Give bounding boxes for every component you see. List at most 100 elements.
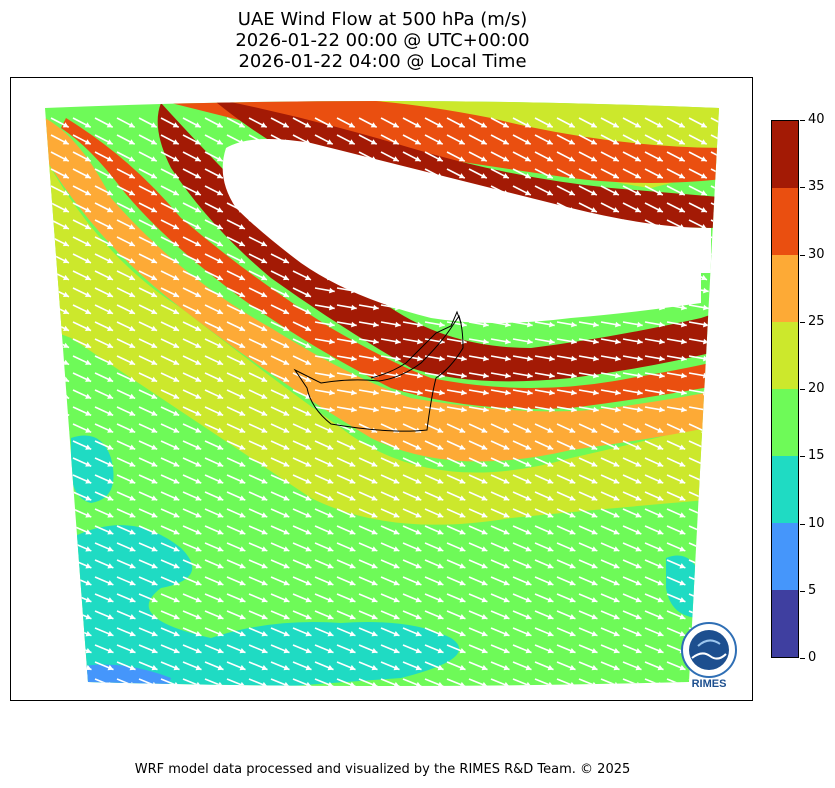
wind-arrow-head [549, 338, 555, 345]
wind-arrow-head [305, 444, 312, 450]
wind-arrow-head [502, 224, 509, 230]
wind-arrow [710, 151, 719, 162]
wind-arrow-head [723, 428, 729, 433]
wind-arrow-head [261, 444, 268, 450]
wind-arrow-head [239, 376, 246, 382]
wind-arrow-head [150, 291, 157, 298]
wind-arrow-head [635, 580, 642, 586]
wind-arrow-head [106, 240, 113, 247]
wind-arrow-head [107, 597, 114, 603]
wind-arrow-head [635, 614, 642, 620]
wind-arrow-head [107, 563, 114, 569]
wind-arrow-head [238, 207, 245, 213]
wind-arrow-head [395, 304, 401, 311]
wind-arrow-head [415, 512, 422, 518]
wind-arrow-head [195, 614, 202, 620]
wind-arrow-head [634, 190, 641, 196]
wind-arrow-head [63, 546, 70, 552]
wind-arrow-head [128, 207, 135, 213]
wind-arrow-head [439, 321, 445, 328]
wind-arrow-head [239, 410, 246, 416]
wind-arrow-head [329, 389, 335, 396]
wind-arrow [50, 508, 70, 518]
wind-arrow-head [260, 207, 267, 213]
wind-arrow-head [195, 647, 202, 654]
wind-arrow [710, 185, 719, 196]
wind-arrow-head [129, 647, 136, 654]
wind-arrow-head [129, 427, 136, 433]
wind-arrow-head [659, 406, 665, 413]
speed-band-35-40 [157, 103, 719, 382]
wind-arrow-head [700, 257, 707, 264]
wind-arrow-head [217, 495, 224, 501]
wind-arrow-head [239, 664, 246, 671]
wind-arrow-head [327, 631, 334, 637]
wind-arrow-head [679, 546, 686, 552]
wind-arrow-head [238, 274, 245, 281]
wind-arrow-head [481, 529, 488, 535]
wind-arrow-head [239, 495, 246, 501]
wind-arrow-head [503, 427, 510, 433]
wind-arrow-head [415, 681, 422, 686]
wind-arrow-head [128, 139, 135, 145]
wind-arrow-head [525, 478, 532, 484]
wind-arrow-head [326, 156, 333, 162]
wind-arrow-head [725, 356, 731, 362]
wind-arrow-head [723, 580, 729, 585]
wind-arrow-head [329, 321, 335, 328]
wind-arrow-head [524, 274, 531, 281]
wind-arrow [710, 117, 719, 128]
wind-arrow-head [305, 359, 312, 365]
wind-arrow-head [129, 614, 136, 620]
wind-arrow-head [63, 325, 70, 331]
wind-arrow-head [63, 681, 70, 686]
wind-arrow-head [283, 495, 290, 501]
wind-arrow-head [659, 338, 665, 345]
wind-arrow-head [613, 631, 620, 637]
wind-arrow-head [217, 393, 224, 399]
wind-arrow-head [725, 373, 731, 379]
wind-arrow-head [151, 529, 158, 535]
wind-arrow-head [657, 546, 664, 552]
wind-arrow-head [392, 224, 399, 230]
wind-arrow-head [85, 512, 92, 518]
wind-arrow-head [591, 546, 598, 552]
wind-arrow-head [107, 478, 114, 484]
wind-arrow-head [525, 614, 532, 620]
wind-arrow-head [502, 156, 509, 162]
wind-arrow-head [261, 495, 268, 501]
wind-arrow-head [461, 321, 467, 328]
wind-arrow-head [173, 393, 180, 399]
wind-arrow-head [329, 304, 335, 311]
wind-arrow-head [723, 546, 729, 551]
wind-arrow-head [613, 580, 620, 586]
wind-arrow-head [613, 427, 620, 433]
wind-arrow-head [590, 240, 597, 247]
wind-arrow-head [85, 681, 92, 686]
wind-arrow-head [480, 173, 487, 179]
wind-arrow-head [172, 207, 179, 213]
wind-arrow-head [349, 461, 356, 467]
wind-arrow-head [217, 563, 224, 569]
wind-arrow-head [304, 257, 311, 264]
wind-arrow-head [700, 156, 707, 162]
speed-band-20-25 [45, 158, 719, 525]
wind-arrow-head [701, 580, 708, 586]
wind-arrow-head [304, 240, 311, 247]
wind-arrow-head [415, 563, 422, 569]
wind-arrow [710, 423, 719, 434]
wind-arrow-head [106, 122, 113, 128]
wind-arrow [710, 576, 719, 586]
wind-arrow-head [195, 495, 202, 501]
wind-arrow-head [681, 304, 687, 311]
wind-arrow-head [216, 224, 223, 230]
wind-arrow-head [371, 495, 378, 501]
wind-arrow-head [395, 321, 401, 328]
wind-arrow-head [502, 257, 509, 264]
wind-arrow-head [415, 631, 422, 637]
wind-arrow-head [392, 240, 399, 247]
wind-arrow-head [436, 173, 443, 179]
speed-band-30-35 [61, 118, 719, 409]
wind-arrow-head [590, 156, 597, 162]
wind-arrow-head [700, 139, 707, 145]
